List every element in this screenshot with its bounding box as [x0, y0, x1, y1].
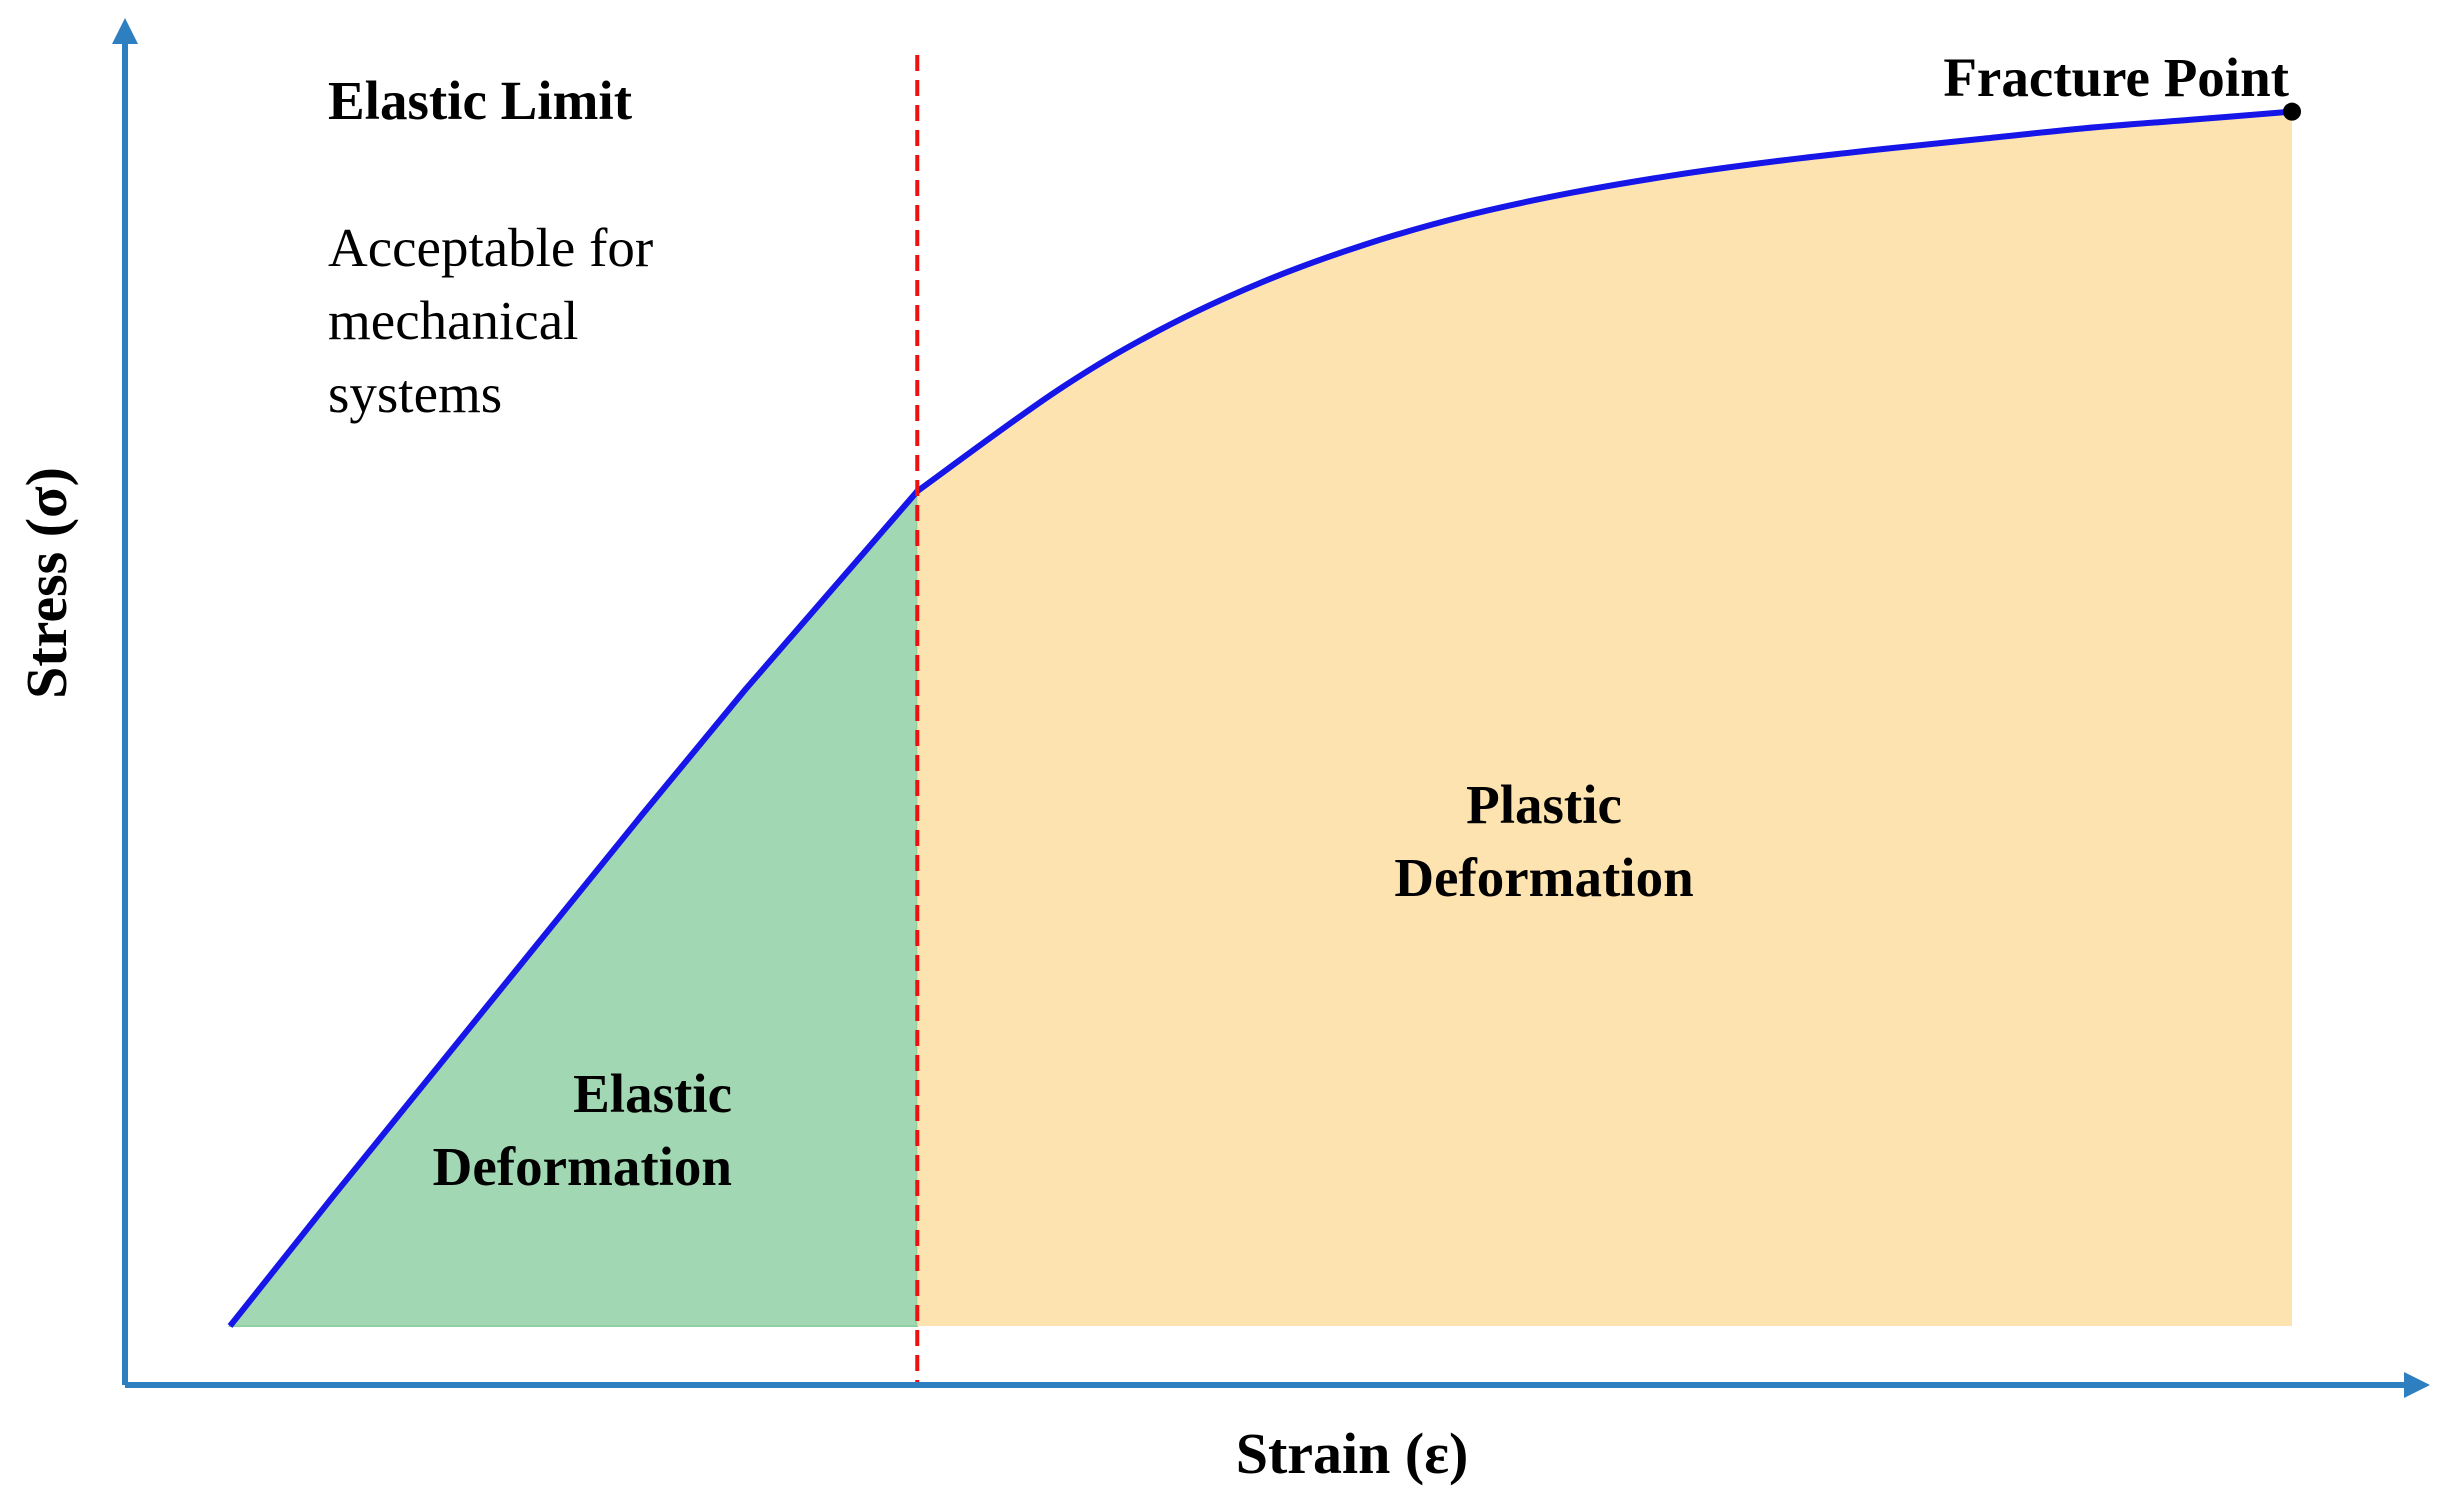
- plastic-region-label-line-1: Plastic: [1466, 774, 1622, 835]
- acceptable-note-line-1: Acceptable for: [328, 217, 653, 278]
- deformation-regions: [227, 111, 2292, 1327]
- elastic-region-label-line-2: Deformation: [433, 1136, 732, 1197]
- elastic-region-label-line-1: Elastic: [573, 1063, 732, 1124]
- acceptable-note-line-2: mechanical: [328, 290, 578, 351]
- axes: [112, 18, 2430, 1398]
- acceptable-note-line-3: systems: [328, 363, 502, 424]
- elastic-limit-label: Elastic Limit: [328, 70, 633, 131]
- fracture-point-label: Fracture Point: [1943, 47, 2289, 108]
- stress-strain-curves: [227, 108, 2295, 1328]
- plastic-region-label-line-2: Deformation: [1394, 847, 1693, 908]
- y-axis-label: Stress (σ): [14, 467, 79, 699]
- plastic-curve-segment: [914, 108, 2295, 495]
- y-axis-arrow-icon: [112, 18, 138, 44]
- x-axis-label: Strain (ε): [1236, 1421, 1469, 1486]
- fracture-point-marker: [2283, 102, 2301, 121]
- elastic-curve-segment: [227, 489, 920, 1328]
- plastic-region-fill: [917, 111, 2292, 1326]
- x-axis-arrow-icon: [2404, 1372, 2430, 1398]
